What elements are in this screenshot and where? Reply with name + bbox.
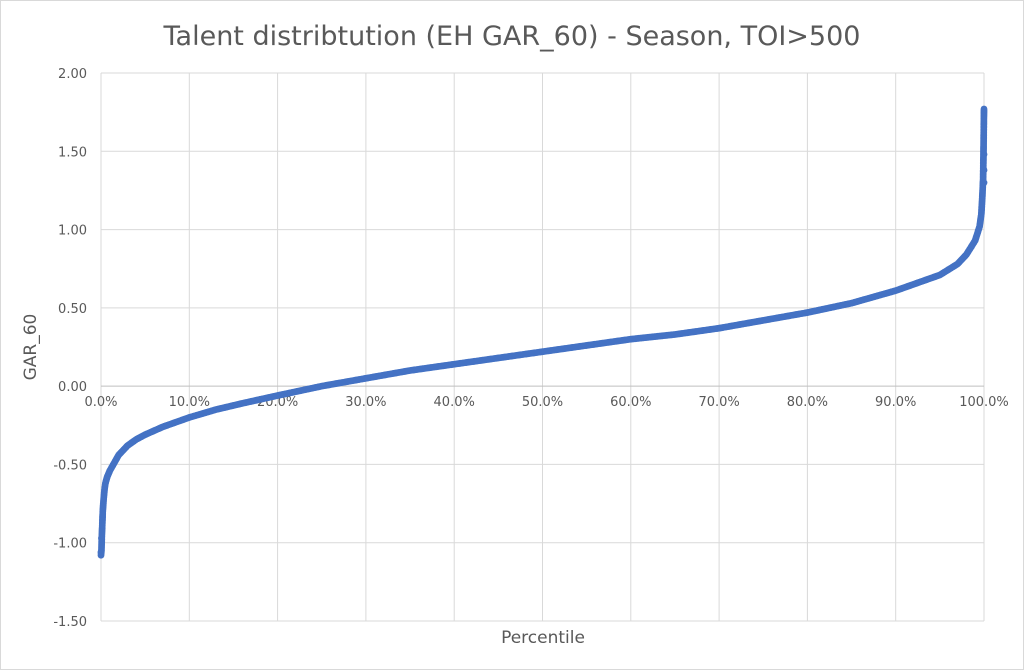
x-tick-label: 100.0% (959, 395, 1009, 410)
data-point (980, 105, 988, 113)
y-tick-label: 1.00 (58, 224, 87, 239)
data-point (980, 179, 988, 187)
x-tick-label: 0.0% (84, 395, 117, 410)
data-point (97, 548, 105, 556)
grid-layer (100, 72, 985, 622)
y-tick-label: -1.00 (53, 537, 87, 552)
x-tick-label: 50.0% (522, 395, 563, 410)
point-layer (97, 105, 988, 559)
y-tick-label: -0.50 (53, 458, 87, 473)
chart-title: Talent distribtution (EH GAR_60) - Seaso… (163, 21, 861, 52)
y-tick-label: 0.50 (58, 302, 87, 317)
data-point (980, 151, 988, 158)
y-tick-label: -1.50 (53, 615, 87, 630)
x-tick-label: 70.0% (698, 395, 739, 410)
y-tick-label: 2.00 (58, 67, 87, 82)
x-tick-label: 60.0% (610, 395, 651, 410)
y-axis-title: GAR_60 (21, 314, 41, 381)
x-axis-title: Percentile (501, 628, 585, 648)
x-tick-label: 40.0% (434, 395, 475, 410)
data-point (980, 166, 988, 174)
data-point (98, 534, 105, 542)
y-tick-label: 0.00 (58, 380, 87, 395)
x-tick-label: 90.0% (875, 395, 916, 410)
x-tick-label: 10.0% (169, 395, 210, 410)
y-tick-label: 1.50 (58, 145, 87, 160)
x-tick-label: 30.0% (345, 395, 386, 410)
x-tick-label: 80.0% (787, 395, 828, 410)
